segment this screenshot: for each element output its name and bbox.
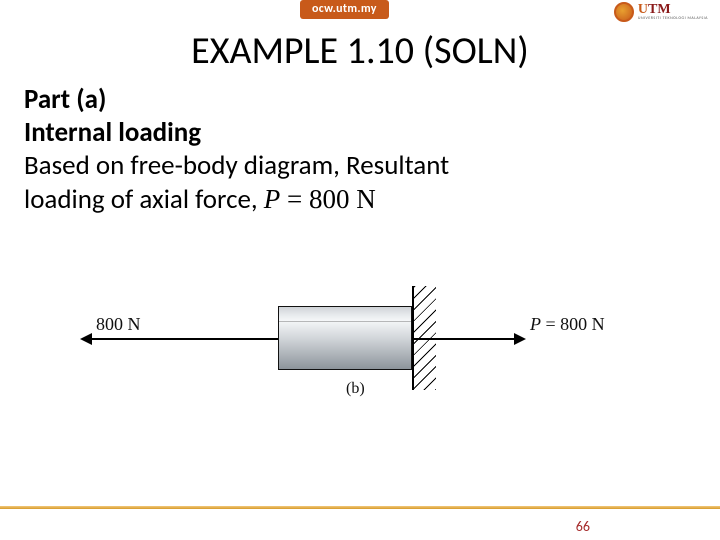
page-number: 66 (576, 518, 590, 535)
footer: 66 (0, 506, 720, 540)
part-label: Part (a) (24, 84, 694, 117)
block-element (278, 306, 412, 370)
body-line-1: Based on free-body diagram, Resultant (24, 150, 694, 183)
page-title: EXAMPLE 1.10 (SOLN) (0, 28, 720, 74)
steel-block-icon (278, 306, 412, 370)
right-force-rest: = 800 N (541, 314, 605, 334)
utm-logo: UTM UNIVERSITI TEKNOLOGI MALAYSIA (614, 2, 708, 22)
figure-sub-label: (b) (346, 380, 365, 398)
subheading: Internal loading (24, 117, 694, 150)
body-line-2: loading of axial force, P = 800 N (24, 183, 694, 217)
body-eq: = 800 N (280, 184, 375, 214)
body-line-2a: loading of axial force, (24, 183, 264, 216)
slide-page: ocw.utm.my UTM UNIVERSITI TEKNOLOGI MALA… (0, 0, 720, 540)
utm-crest-icon (614, 2, 634, 22)
utm-logo-sub: UNIVERSITI TEKNOLOGI MALAYSIA (638, 17, 708, 21)
left-force-label: 800 N (96, 314, 141, 335)
right-force-label: P = 800 N (530, 314, 605, 335)
footer-bar: 66 (0, 510, 720, 540)
utm-logo-tm: TM (648, 3, 671, 17)
utm-logo-u: U (638, 3, 648, 17)
left-arrow-icon (90, 338, 278, 340)
right-force-p: P (530, 314, 541, 334)
header: ocw.utm.my UTM UNIVERSITI TEKNOLOGI MALA… (0, 0, 720, 26)
body-symbol-p: P (264, 184, 281, 214)
body-text: Part (a) Internal loading Based on free-… (24, 84, 694, 217)
free-body-diagram: 800 N P = 800 N (b) (0, 258, 720, 408)
right-arrow-icon (412, 338, 516, 340)
site-badge: ocw.utm.my (300, 0, 389, 19)
utm-logo-text: UTM UNIVERSITI TEKNOLOGI MALAYSIA (638, 3, 708, 21)
